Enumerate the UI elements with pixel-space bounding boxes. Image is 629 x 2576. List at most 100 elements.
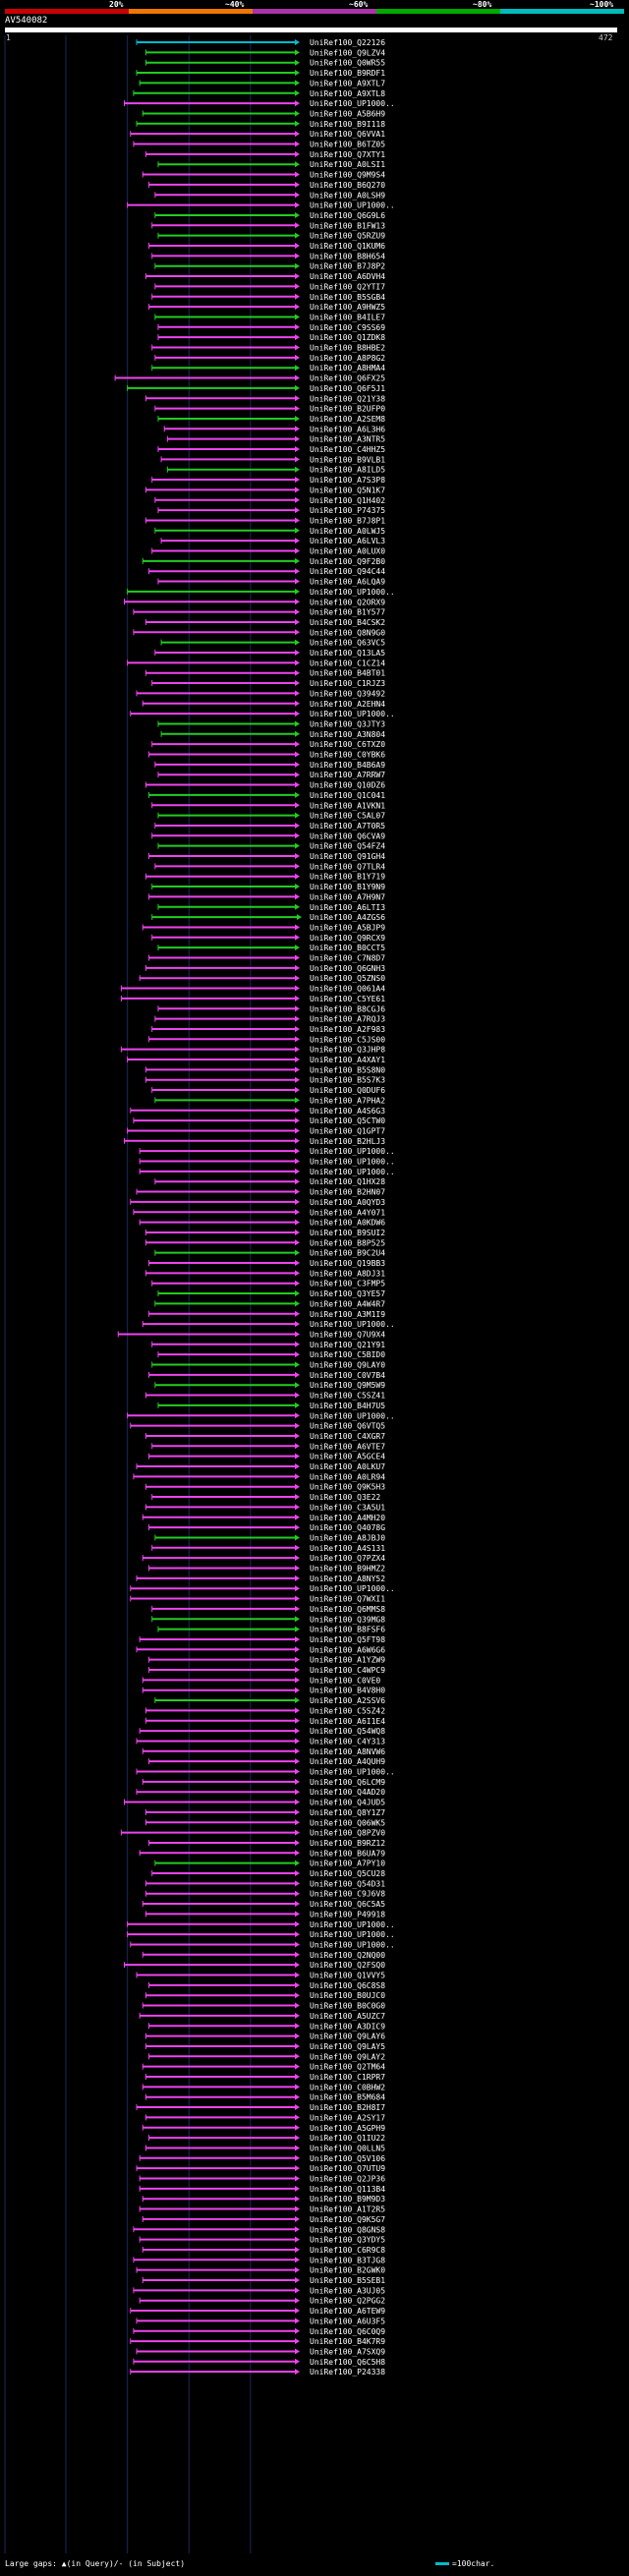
hit-label[interactable]: UniRef100_Q1HX28 <box>310 1177 385 1186</box>
hit-label[interactable]: UniRef100_Q6C5H8 <box>310 2358 385 2367</box>
hit-row[interactable]: UniRef100_C6TXZ0 <box>151 740 386 749</box>
hit-label[interactable]: UniRef100_Q5RZU9 <box>310 232 385 241</box>
hit-label[interactable]: UniRef100_A6TEW9 <box>310 2307 385 2316</box>
hit-row[interactable]: UniRef100_Q2ORX9 <box>124 598 386 606</box>
hit-row[interactable]: UniRef100_B9SUI2 <box>144 1229 385 1237</box>
hit-label[interactable]: UniRef100_C7N8D7 <box>310 954 385 963</box>
hit-row[interactable]: UniRef100_Q6C0Q9 <box>133 2327 385 2336</box>
hit-row[interactable]: UniRef100_Q5N1K7 <box>144 486 385 494</box>
hit-label[interactable]: UniRef100_Q8PZV0 <box>310 1829 385 1838</box>
hit-label[interactable]: UniRef100_A6LQA9 <box>310 578 385 587</box>
hit-row[interactable]: UniRef100_C0VE0 <box>142 1676 380 1685</box>
hit-label[interactable]: UniRef100_C9SS69 <box>310 323 385 332</box>
hit-row[interactable]: UniRef100_Q6MMS8 <box>151 1605 386 1614</box>
hit-label[interactable]: UniRef100_C0VE0 <box>310 1676 380 1685</box>
hit-row[interactable]: UniRef100_A1VKN1 <box>151 801 386 810</box>
hit-label[interactable]: UniRef100_Q5FT98 <box>310 1635 385 1644</box>
hit-row[interactable]: UniRef100_Q6VVA1 <box>130 130 385 139</box>
hit-label[interactable]: UniRef100_C5AL07 <box>310 812 385 821</box>
hit-row[interactable]: UniRef100_Q1IU22 <box>148 2134 386 2143</box>
hit-label[interactable]: UniRef100_A8P8G2 <box>310 354 385 363</box>
hit-row[interactable]: UniRef100_Q2YTI7 <box>154 282 385 291</box>
hit-row[interactable]: UniRef100_Q6G9L6 <box>154 211 385 220</box>
hit-label[interactable]: UniRef100_B9I118 <box>310 120 385 129</box>
hit-row[interactable]: UniRef100_B2HN07 <box>136 1188 385 1197</box>
hit-label[interactable]: UniRef100_A6LTI3 <box>310 903 385 912</box>
hit-label[interactable]: UniRef100_UP1000.. <box>310 710 395 718</box>
hit-row[interactable]: UniRef100_B1Y9N9 <box>151 883 386 891</box>
hit-row[interactable]: UniRef100_B4ILE7 <box>154 313 385 321</box>
hit-row[interactable]: UniRef100_C9SS69 <box>157 323 385 332</box>
hit-label[interactable]: UniRef100_A8NY52 <box>310 1574 385 1583</box>
hit-row[interactable]: UniRef100_B2GWK0 <box>136 2266 385 2275</box>
hit-row[interactable]: UniRef100_Q8N9G0 <box>133 628 385 637</box>
hit-row[interactable]: UniRef100_Q4078G <box>148 1523 386 1532</box>
hit-row[interactable]: UniRef100_Q1ZDK8 <box>157 333 385 342</box>
hit-row[interactable]: UniRef100_B4V8H0 <box>142 1687 385 1695</box>
hit-label[interactable]: UniRef100_B5S8N0 <box>310 1065 385 1074</box>
hit-label[interactable]: UniRef100_A5GPH9 <box>310 2124 385 2133</box>
hit-row[interactable]: UniRef100_UP1000.. <box>124 99 395 108</box>
hit-label[interactable]: UniRef100_A5UZC7 <box>310 2012 385 2021</box>
hit-label[interactable]: UniRef100_A2F983 <box>310 1025 385 1034</box>
hit-label[interactable]: UniRef100_A8JBJ0 <box>310 1533 385 1542</box>
hit-label[interactable]: UniRef100_A5GCE4 <box>310 1453 385 1461</box>
hit-label[interactable]: UniRef100_Q39MG8 <box>310 1615 385 1624</box>
hit-row[interactable]: UniRef100_B4BT01 <box>144 669 385 678</box>
hit-label[interactable]: UniRef100_A4ZGS6 <box>310 913 385 922</box>
hit-row[interactable]: UniRef100_Q7XTY1 <box>144 150 385 159</box>
hit-row[interactable]: UniRef100_A5BJP9 <box>142 923 385 932</box>
hit-row[interactable]: UniRef100_Q4JUD5 <box>124 1799 386 1807</box>
hit-row[interactable]: UniRef100_A8JBJ0 <box>154 1533 385 1542</box>
hit-row[interactable]: UniRef100_A6LTI3 <box>157 903 385 912</box>
hit-row[interactable]: UniRef100_Q6C5A5 <box>142 1900 385 1909</box>
hit-row[interactable]: UniRef100_C0V7B4 <box>148 1371 386 1380</box>
hit-label[interactable]: UniRef100_Q6VVA1 <box>310 130 385 139</box>
hit-label[interactable]: UniRef100_A3DIC9 <box>310 2022 385 2031</box>
hit-label[interactable]: UniRef100_Q7UTU9 <box>310 2164 385 2173</box>
hit-label[interactable]: UniRef100_A7SXQ9 <box>310 2347 385 2356</box>
hit-label[interactable]: UniRef100_B5SGB4 <box>310 293 385 302</box>
hit-label[interactable]: UniRef100_B9C2U4 <box>310 1249 385 1258</box>
hit-row[interactable]: UniRef100_B9C2U4 <box>154 1249 385 1258</box>
hit-label[interactable]: UniRef100_Q8Y1Z7 <box>310 1808 385 1817</box>
hit-row[interactable]: UniRef100_B4K7R9 <box>130 2337 385 2346</box>
hit-row[interactable]: UniRef100_Q9LAY2 <box>148 2052 386 2061</box>
hit-row[interactable]: UniRef100_UP1000.. <box>130 710 395 718</box>
hit-row[interactable]: UniRef100_C0BHW2 <box>142 2083 385 2091</box>
hit-row[interactable]: UniRef100_Q19BB3 <box>148 1259 386 1268</box>
hit-row[interactable]: UniRef100_B8FSF6 <box>157 1626 385 1634</box>
hit-label[interactable]: UniRef100_B9RDF1 <box>310 69 385 78</box>
hit-row[interactable]: UniRef100_A6W6G6 <box>136 1645 385 1654</box>
hit-row[interactable]: UniRef100_Q3JTY3 <box>157 719 385 728</box>
hit-row[interactable]: UniRef100_UP1000.. <box>136 1768 395 1777</box>
hit-label[interactable]: UniRef100_C5SZ41 <box>310 1392 385 1401</box>
hit-row[interactable]: UniRef100_UP1000.. <box>127 1920 395 1929</box>
hit-label[interactable]: UniRef100_A4Y071 <box>310 1208 385 1217</box>
hit-row[interactable]: UniRef100_Q21Y91 <box>151 1341 386 1349</box>
hit-row[interactable]: UniRef100_Q6C8S8 <box>148 1981 386 1990</box>
hit-row[interactable]: UniRef100_A7T0R5 <box>154 822 385 830</box>
hit-label[interactable]: UniRef100_A1VKN1 <box>310 801 385 810</box>
hit-row[interactable]: UniRef100_A4QUH9 <box>148 1757 386 1766</box>
hit-row[interactable]: UniRef100_A5GPH9 <box>142 2124 385 2133</box>
hit-row[interactable]: UniRef100_Q3JHP8 <box>120 1046 385 1055</box>
hit-label[interactable]: UniRef100_Q6C5A5 <box>310 1900 385 1909</box>
hit-label[interactable]: UniRef100_Q9LAY0 <box>310 1361 385 1370</box>
hit-row[interactable]: UniRef100_B0CCT5 <box>157 944 385 952</box>
hit-label[interactable]: UniRef100_Q1H402 <box>310 496 385 505</box>
hit-row[interactable]: UniRef100_A6LVL3 <box>160 537 385 545</box>
hit-row[interactable]: UniRef100_A0LR94 <box>133 1472 385 1481</box>
hit-row[interactable]: UniRef100_B4CSK2 <box>144 618 385 627</box>
hit-row[interactable]: UniRef100_C4HHZ5 <box>157 445 385 454</box>
hit-label[interactable]: UniRef100_B5M684 <box>310 2093 385 2102</box>
hit-row[interactable]: UniRef100_C9J6V8 <box>144 1890 385 1899</box>
hit-label[interactable]: UniRef100_Q4JUD5 <box>310 1799 385 1807</box>
hit-row[interactable]: UniRef100_A0LSH9 <box>154 191 385 200</box>
hit-row[interactable]: UniRef100_C6R9C8 <box>142 2246 385 2255</box>
hit-label[interactable]: UniRef100_B0CCT5 <box>310 944 385 952</box>
hit-row[interactable]: UniRef100_Q9M5W9 <box>154 1381 385 1390</box>
hit-label[interactable]: UniRef100_A8HMA4 <box>310 364 385 372</box>
hit-label[interactable]: UniRef100_Q6VTQ5 <box>310 1422 385 1431</box>
hit-label[interactable]: UniRef100_Q1GPT7 <box>310 1126 385 1135</box>
